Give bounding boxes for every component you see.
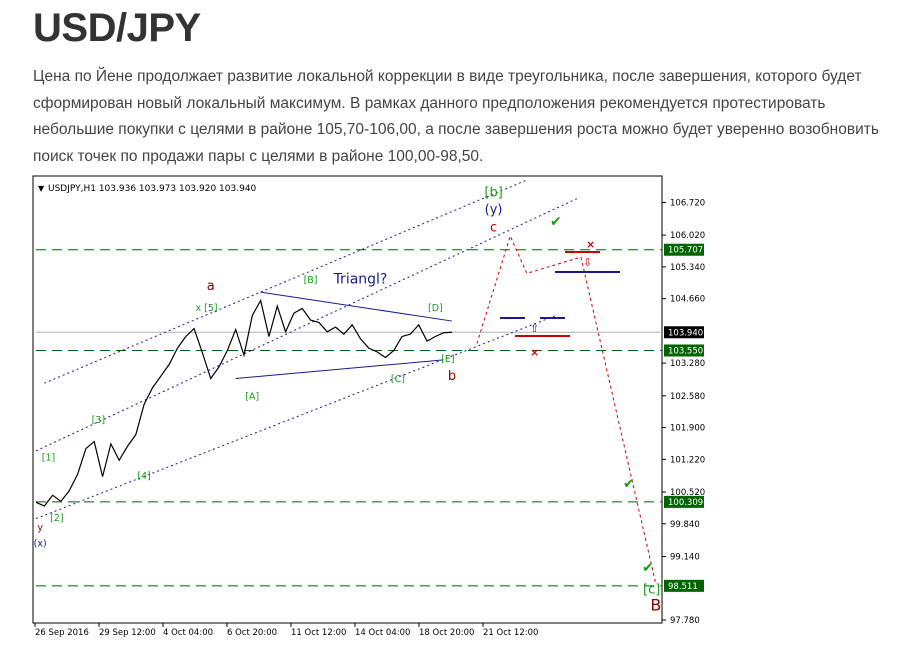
y-tick-label: 101.220 <box>670 455 705 465</box>
triangle-boundary-line <box>260 291 453 322</box>
plot-area-border <box>32 175 663 624</box>
level-price-label: 98.511 <box>668 582 698 592</box>
trend-channel-line <box>44 179 528 384</box>
y-tick-label: 106.020 <box>670 231 705 241</box>
cross-mark-icon: × <box>530 346 539 359</box>
level-price-box <box>664 243 704 256</box>
wave-label: b <box>448 369 456 384</box>
wave-label: y <box>37 522 43 533</box>
y-tick-label: 100.520 <box>670 488 705 498</box>
wave-label: [E] <box>441 354 454 365</box>
check-mark-icon: ✔ <box>642 560 654 576</box>
chart-header: USDJPY,H1 103.936 103.973 103.920 103.94… <box>48 184 257 194</box>
wave-label: (x) <box>34 539 47 550</box>
current-price-label: 103.940 <box>668 328 703 338</box>
x-tick-label: 14 Oct 04:00 <box>355 628 410 638</box>
wave-label: B <box>650 596 661 615</box>
y-tick-label: 97.780 <box>670 616 700 626</box>
check-mark-icon: ✔ <box>550 214 562 230</box>
level-price-box <box>664 579 704 592</box>
trend-channel-line <box>35 314 557 520</box>
page-title: USD/JPY <box>33 6 201 50</box>
forecast-path-line <box>476 234 657 585</box>
level-price-box <box>664 495 704 508</box>
up-arrow-icon: ⇧ <box>530 322 539 335</box>
wave-label: x [5] <box>196 303 218 314</box>
price-series-line <box>35 298 453 507</box>
symbol-menu-icon[interactable]: ▼ <box>38 184 45 193</box>
cross-mark-icon: × <box>586 238 595 251</box>
series-layer <box>35 298 453 507</box>
wave-label: a <box>207 279 215 294</box>
x-tick-label: 11 Oct 12:00 <box>291 628 346 638</box>
markers-layer: ✔ ✔ ✔ × × ⇧ ⇩ <box>500 214 654 576</box>
y-tick-label: 102.580 <box>670 392 705 402</box>
x-tick-label: 21 Oct 12:00 <box>483 628 538 638</box>
level-price-box <box>664 344 704 357</box>
y-tick-label: 101.900 <box>670 424 705 434</box>
level-price-label: 105.707 <box>668 246 703 256</box>
labels-layer: [b] (y) c a x [5] [B] Triangl? [D] [A] [C] [E] b [3]… <box>34 185 662 614</box>
x-tick-label: 4 Oct 04:00 <box>163 628 213 638</box>
wave-label: [1] <box>42 452 55 463</box>
wave-label: c <box>490 220 497 235</box>
y-tick-label: 106.720 <box>670 198 705 208</box>
channel-layer <box>35 179 578 520</box>
wave-label: [D] <box>428 303 443 314</box>
forecast-layer <box>476 234 657 585</box>
y-tick-label: 99.140 <box>670 552 700 562</box>
check-mark-icon: ✔ <box>623 476 635 492</box>
level-price-label: 103.550 <box>668 346 703 356</box>
wave-label: [b] <box>484 185 502 200</box>
current-price-box <box>664 326 704 339</box>
levels-layer <box>36 249 662 587</box>
y-tick-label: 105.340 <box>670 263 705 273</box>
wave-label: [C] <box>391 374 405 385</box>
x-tick-label: 18 Oct 20:00 <box>419 628 474 638</box>
article-paragraph: Цена по Йене продолжает развитие локальн… <box>33 68 879 165</box>
wave-label: [4] <box>137 471 150 482</box>
wave-label: Triangl? <box>333 272 388 288</box>
chart-frame <box>32 175 663 624</box>
wave-label: [B] <box>304 275 318 286</box>
x-tick-label: 26 Sep 2016 <box>35 628 89 638</box>
wave-label: [2] <box>50 513 63 524</box>
axis-layer: 106.720 106.020 105.340 104.660 103.280 102.5… <box>34 198 705 638</box>
y-tick-label: 99.840 <box>670 520 700 530</box>
triangle-boundary-line <box>235 359 444 380</box>
x-tick-label: 29 Sep 12:00 <box>99 628 156 638</box>
down-arrow-icon: ⇩ <box>583 256 592 269</box>
wave-label: [c] <box>643 582 660 597</box>
y-tick-label: 103.280 <box>670 359 705 369</box>
y-tick-label: 104.660 <box>670 295 705 305</box>
wave-label: (y) <box>485 203 503 218</box>
x-tick-label: 6 Oct 20:00 <box>227 628 277 638</box>
level-price-label: 100.309 <box>668 498 703 508</box>
wave-label: [3] <box>92 415 105 426</box>
wave-label: [A] <box>245 392 259 403</box>
